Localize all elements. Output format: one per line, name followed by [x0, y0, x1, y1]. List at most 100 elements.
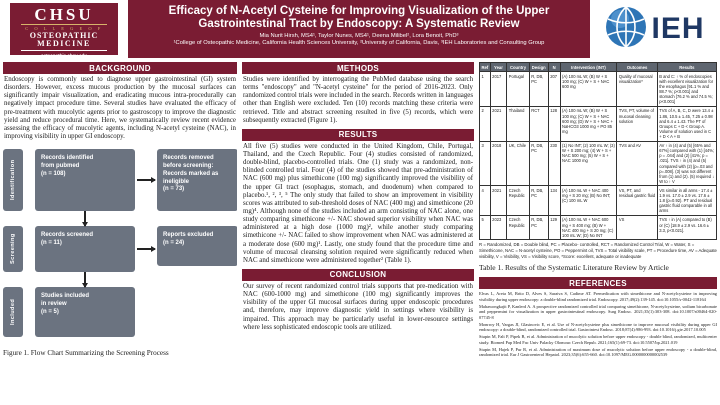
right-column: Ref Year Country Design N Intervention (… [479, 62, 717, 405]
flow-box-screened: Records screened (n = 11) [35, 226, 135, 273]
background-section-header: BACKGROUND [3, 62, 237, 74]
cell-ref: 5 [479, 214, 491, 241]
cell-outcomes: TVS, PT, volume of mucosal cleaning solu… [616, 105, 658, 142]
table-row: 4 2021 Czech Republic R, DB, PC 134 (A) … [479, 185, 717, 216]
table-row: 1 2017 Portugal R, DB, PC 207 (A) 100 mL… [479, 71, 717, 107]
cell-year: 2018 [489, 140, 508, 187]
results-section-header: RESULTS [242, 128, 475, 141]
cell-intervention: (A) 100 mL W; (B) W + S 100 mg; (C) W + … [559, 71, 618, 107]
table-row: 5 2023 Czech Republic R, DB, PC 129 (A) … [479, 214, 717, 241]
cell-design: RCT [528, 105, 549, 142]
flow-box-removed: Records removed before screening: Record… [157, 149, 237, 212]
chsu-osteopathic: OSTEOPATHIC [29, 30, 99, 40]
stage-identification: Identification [3, 149, 23, 212]
cell-outcomes: VS [616, 214, 658, 241]
screening-flowchart: Identification Records identified from p… [3, 149, 237, 338]
cell-outcomes: TVS and AV [616, 140, 658, 187]
col-header-year: Year [489, 62, 508, 73]
header: CHSU C O L L E G E O F OSTEOPATHIC MEDIC… [0, 0, 720, 58]
cell-design: R, DB, PC [528, 71, 549, 107]
cell-intervention: (1) No INT; (2) 100 mL W; (3) W + S 200 … [559, 140, 618, 187]
chsu-medicine: MEDICINE [21, 39, 107, 51]
flow-box-included: Studies included in review (n = 5) [35, 287, 135, 338]
reference-item: Monrroy H, Vargas JI, Glasinovic E, et a… [479, 321, 717, 333]
chsu-logo: CHSU C O L L E G E O F OSTEOPATHIC MEDIC… [10, 3, 118, 58]
arrow-down-icon [82, 211, 88, 228]
cell-country: Czech Republic [506, 185, 530, 216]
col-header-n: N [547, 62, 561, 73]
arrow-right-icon [137, 177, 156, 183]
stage-included: Included [3, 287, 23, 338]
cell-results: VS similar in all arms - 17.4 ± 1.9 vs. … [656, 185, 717, 216]
chsu-logo-area: CHSU C O L L E G E O F OSTEOPATHIC MEDIC… [0, 0, 128, 58]
col-header-country: Country [506, 62, 530, 73]
cell-country: Portugal [506, 71, 530, 107]
reference-item: Stupin M, Hajek P, Pur R, et al. Adminis… [479, 346, 717, 358]
background-text: Endoscopy is commonly used to diagnose u… [4, 76, 236, 140]
chsu-college-of: C O L L E G E O F [21, 24, 107, 32]
col-header-design: Design [528, 62, 549, 73]
table-header-row: Ref Year Country Design N Intervention (… [479, 62, 717, 73]
ieh-logo-text: IEH [651, 12, 705, 45]
cell-n: 128 [547, 105, 561, 142]
affiliations-line: ¹College of Osteopathic Medicine, Califo… [173, 40, 545, 47]
title-band: Efficacy of N-Acetyl Cysteine for Improv… [128, 0, 590, 58]
cell-results: TVS of A, B, C, D were 13.4 ± 1.86, 10.5… [656, 105, 717, 142]
cell-n: 230 [547, 140, 561, 187]
cell-year: 2017 [489, 71, 508, 107]
cell-results: TVS ↑ in (A) compared to (B) or (C) [18.… [656, 214, 717, 241]
cell-intervention: (A) 100 mL W + NAC 600 mg + S 400 mg; (B… [559, 214, 618, 241]
cell-intervention: (A) 100 mL W; (B) W + S 100 mg; (C) W + … [559, 105, 618, 142]
poster-title: Efficacy of N-Acetyl Cysteine for Improv… [168, 5, 550, 31]
reference-item: Mahawongkajit P, Kanlerd A. A prospectiv… [479, 303, 717, 320]
cell-design: R, DB, PC [528, 214, 549, 241]
table-caption: Table 1. Results of the Systematic Liter… [479, 263, 669, 273]
cell-n: 129 [547, 214, 561, 241]
col-header-intervention: Intervention (INT) [559, 62, 618, 73]
cell-ref: 2 [479, 105, 491, 142]
cell-outcomes: Quality of mucosal visualization* [616, 71, 658, 107]
cell-results: AV ↑ in (4) and (5) [65% and 67%] compar… [656, 140, 717, 187]
col-header-results: Results [656, 62, 717, 73]
results-text: All five (5) studies were conducted in t… [243, 142, 474, 264]
figure-caption: Figure 1. Flow Chart Summarizing the Scr… [3, 349, 169, 358]
flow-box-excluded: Reports excluded (n = 24) [157, 226, 237, 267]
cell-design: R, DB, PC [528, 140, 549, 187]
col-header-outcomes: Outcomes [616, 62, 658, 73]
stage-screening: Screening [3, 226, 23, 273]
methods-section-header: METHODS [242, 62, 475, 74]
authors-line: Mia Nurit Hirsh, MS4¹, Taylor Nunes, MS4… [259, 33, 459, 40]
col-header-ref: Ref [479, 62, 491, 73]
cell-design: R, DB, PC [528, 185, 549, 216]
results-table: Ref Year Country Design N Intervention (… [479, 62, 717, 241]
methods-text: Studies were identified by interrogating… [243, 76, 474, 124]
chsu-url: osteopathic.chsu.edu [40, 52, 88, 58]
middle-column: METHODS Studies were identified by inter… [242, 62, 475, 405]
cell-ref: 3 [479, 140, 491, 187]
cell-outcomes: VS, PT, and residual gastric fluid [616, 185, 658, 216]
cell-year: 2023 [489, 214, 508, 241]
left-column: BACKGROUND Endoscopy is commonly used to… [3, 62, 237, 405]
table-row: 2 2021 Thailand RCT 128 (A) 100 mL W; (B… [479, 105, 717, 142]
cell-ref: 4 [479, 185, 491, 216]
arrow-down-icon [82, 272, 88, 289]
cell-n: 134 [547, 185, 561, 216]
conclusion-text: Our survey of recent randomized control … [243, 282, 474, 331]
reference-item: Stupin M, Falt P, Pipek B, et al. Admini… [479, 334, 717, 345]
cell-n: 207 [547, 71, 561, 107]
arrow-right-icon [137, 246, 156, 252]
cell-results: B and C: ↑ % of endoscopies with excelle… [656, 71, 717, 107]
cell-ref: 1 [479, 71, 491, 107]
table-row: 3 2018 UK, Chile R, DB, PC 230 (1) No IN… [479, 140, 717, 187]
cell-intervention: (A) 100 mL W + NAC 400 mg + S 20 mg; (B)… [559, 185, 618, 216]
conclusion-section-header: CONCLUSION [242, 268, 475, 281]
reference-list: Elvas L, Areia M, Brito D, Alves S, Sara… [479, 291, 717, 358]
cell-year: 2021 [489, 105, 508, 142]
ieh-globe-icon [605, 5, 647, 53]
cell-year: 2021 [489, 185, 508, 216]
cell-country: Thailand [506, 105, 530, 142]
cell-country: Czech Republic [506, 214, 530, 241]
flow-box-identified: Records identified from pubmed (n = 108) [35, 149, 135, 212]
reference-item: Elvas L, Areia M, Brito D, Alves S, Sara… [479, 291, 717, 302]
